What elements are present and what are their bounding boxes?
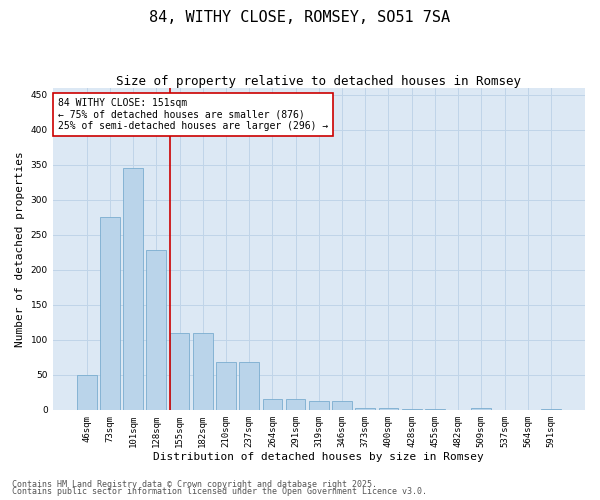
X-axis label: Distribution of detached houses by size in Romsey: Distribution of detached houses by size …: [154, 452, 484, 462]
Bar: [379, 408, 398, 410]
Y-axis label: Number of detached properties: Number of detached properties: [15, 151, 25, 347]
Bar: [123, 168, 143, 410]
Bar: [541, 409, 561, 410]
Bar: [472, 408, 491, 410]
Text: 84, WITHY CLOSE, ROMSEY, SO51 7SA: 84, WITHY CLOSE, ROMSEY, SO51 7SA: [149, 10, 451, 25]
Bar: [100, 218, 120, 410]
Bar: [216, 362, 236, 410]
Text: Contains HM Land Registry data © Crown copyright and database right 2025.: Contains HM Land Registry data © Crown c…: [12, 480, 377, 489]
Text: 84 WITHY CLOSE: 151sqm
← 75% of detached houses are smaller (876)
25% of semi-de: 84 WITHY CLOSE: 151sqm ← 75% of detached…: [58, 98, 328, 131]
Bar: [309, 402, 329, 410]
Bar: [263, 400, 282, 410]
Bar: [332, 402, 352, 410]
Text: Contains public sector information licensed under the Open Government Licence v3: Contains public sector information licen…: [12, 487, 427, 496]
Bar: [77, 375, 97, 410]
Bar: [239, 362, 259, 410]
Bar: [425, 409, 445, 410]
Bar: [402, 409, 422, 410]
Bar: [355, 408, 375, 410]
Bar: [170, 333, 190, 410]
Bar: [146, 250, 166, 410]
Title: Size of property relative to detached houses in Romsey: Size of property relative to detached ho…: [116, 75, 521, 88]
Bar: [286, 400, 305, 410]
Bar: [193, 333, 212, 410]
